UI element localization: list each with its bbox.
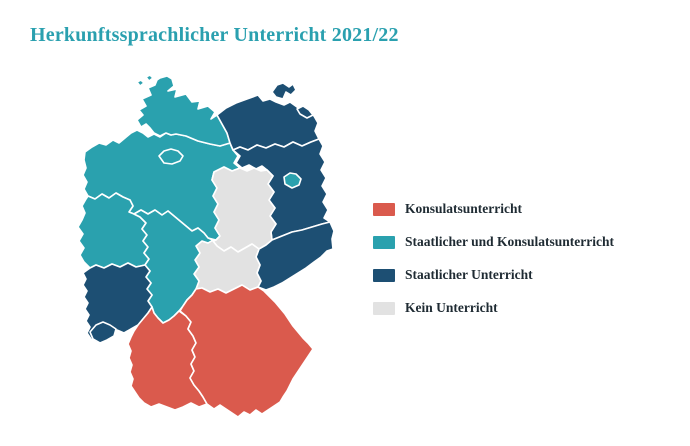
state-bremen bbox=[158, 148, 184, 165]
legend-label: Staatlicher Unterricht bbox=[405, 267, 533, 282]
island-nordfriesland-1 bbox=[136, 79, 145, 87]
legend-label: Staatlicher und Konsulatsunterricht bbox=[405, 234, 615, 249]
legend-item-staatlicher-und-konsulatsunterricht: Staatlicher und Konsulatsunterricht bbox=[373, 234, 614, 250]
state-berlin bbox=[283, 172, 302, 189]
legend-swatch-staatlicher-und-konsulatsunterricht bbox=[373, 235, 395, 249]
state-mecklenburg-vorpommern bbox=[216, 94, 320, 151]
legend-swatch-staatlicher-unterricht bbox=[373, 268, 395, 282]
state-sachsen-anhalt bbox=[211, 166, 277, 253]
legend-label: Konsulatsunterricht bbox=[405, 201, 523, 216]
state-bayern bbox=[179, 284, 314, 418]
legend-swatch-kein-unterricht bbox=[373, 301, 395, 315]
legend-item-konsulatsunterricht: Konsulatsunterricht bbox=[373, 201, 614, 217]
state-schleswig-holstein bbox=[136, 75, 231, 147]
legend-item-staatlicher-unterricht: Staatlicher Unterricht bbox=[373, 267, 614, 283]
legend: Konsulatsunterricht Staatlicher und Kons… bbox=[373, 201, 614, 316]
legend-swatch-konsulatsunterricht bbox=[373, 202, 395, 216]
island-usedom bbox=[296, 105, 314, 119]
island-nordfriesland-2 bbox=[145, 74, 154, 82]
page-title: Herkunftssprachlicher Unterricht 2021/22 bbox=[30, 24, 399, 46]
legend-label: Kein Unterricht bbox=[405, 300, 498, 315]
state-saarland bbox=[89, 321, 117, 344]
island-ruegen bbox=[271, 82, 297, 100]
legend-item-kein-unterricht: Kein Unterricht bbox=[373, 300, 614, 316]
